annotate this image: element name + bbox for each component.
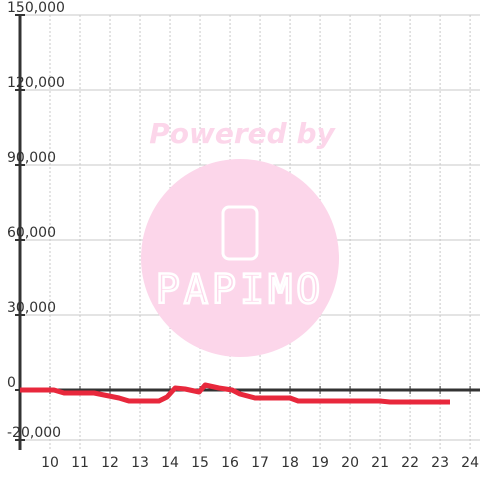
x-tick-label: 18 (281, 455, 299, 471)
x-tick-label: 14 (161, 455, 179, 471)
y-tick-label: 30,000 (7, 300, 56, 316)
x-tick-label: 13 (131, 455, 149, 471)
x-tick-label: 19 (311, 455, 329, 471)
x-tick-label: 20 (341, 455, 359, 471)
watermark-logo: PAPIMO (156, 267, 325, 313)
y-tick-label: 0 (7, 375, 16, 391)
x-tick-label: 12 (101, 455, 119, 471)
x-tick-label: 21 (371, 455, 389, 471)
y-tick-label: 90,000 (7, 150, 56, 166)
watermark-icon (221, 205, 259, 261)
line (20, 382, 450, 405)
x-tick-label: 11 (71, 455, 89, 471)
x-tick-label: 17 (251, 455, 269, 471)
x-tick-label: 22 (401, 455, 419, 471)
x-tick-label: 16 (221, 455, 239, 471)
y-tick-label: 120,000 (7, 75, 65, 91)
y-tick-label: 60,000 (7, 225, 56, 241)
watermark-text: Powered by (149, 117, 336, 150)
y-tick-label: 150,000 (7, 0, 65, 16)
x-tick-label: 10 (41, 455, 59, 471)
x-tick-label: 15 (191, 455, 209, 471)
y-tick-label: -20,000 (7, 425, 61, 441)
x-tick-label: 23 (431, 455, 449, 471)
x-tick-label: 24 (461, 455, 479, 471)
